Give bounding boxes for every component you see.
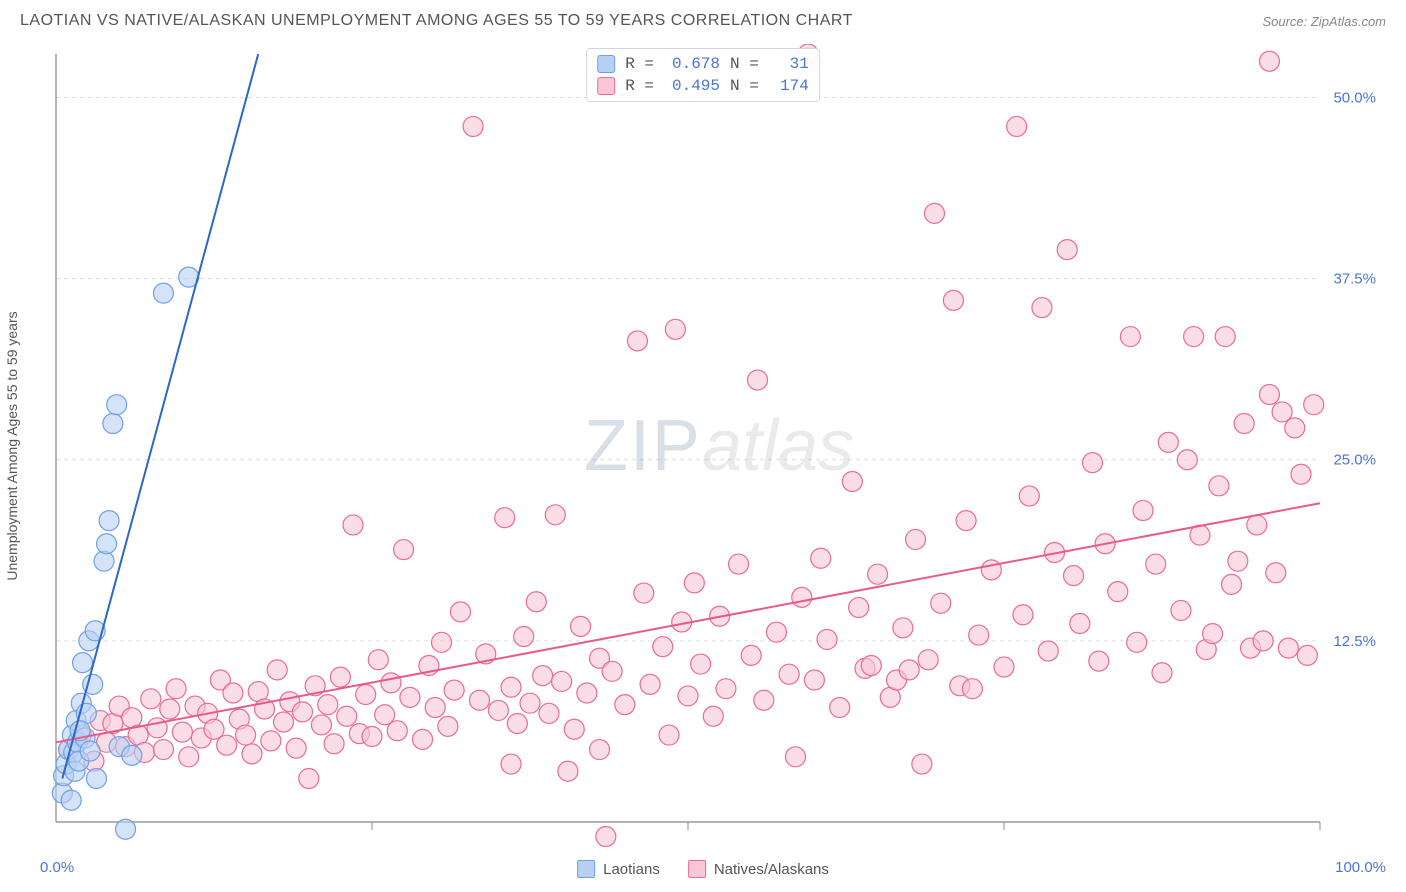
svg-text:25.0%: 25.0% bbox=[1333, 452, 1376, 469]
rn-row-1: R = 0.495 N = 174 bbox=[597, 75, 809, 97]
svg-text:12.5%: 12.5% bbox=[1333, 633, 1376, 650]
r-label: R = bbox=[625, 75, 654, 97]
n-value: 174 bbox=[769, 75, 809, 97]
legend-item-natives: Natives/Alaskans bbox=[688, 860, 829, 878]
chart-title: LAOTIAN VS NATIVE/ALASKAN UNEMPLOYMENT A… bbox=[20, 12, 853, 30]
rn-row-0: R = 0.678 N = 31 bbox=[597, 53, 809, 75]
xmax-label: 100.0% bbox=[1335, 859, 1386, 876]
legend-label-natives: Natives/Alaskans bbox=[714, 861, 829, 878]
n-label: N = bbox=[730, 53, 759, 75]
n-label: N = bbox=[730, 75, 759, 97]
correlation-panel: R = 0.678 N = 31 R = 0.495 N = 174 bbox=[586, 48, 820, 102]
bottom-legend: Laotians Natives/Alaskans bbox=[577, 860, 829, 878]
r-value: 0.678 bbox=[664, 53, 720, 75]
svg-text:37.5%: 37.5% bbox=[1333, 271, 1376, 288]
rn-swatch bbox=[597, 77, 615, 95]
legend-item-laotians: Laotians bbox=[577, 860, 660, 878]
source-label: Source: ZipAtlas.com bbox=[1262, 14, 1386, 29]
y-axis-label: Unemployment Among Ages 55 to 59 years bbox=[4, 311, 20, 580]
legend-label-laotians: Laotians bbox=[603, 861, 660, 878]
r-value: 0.495 bbox=[664, 75, 720, 97]
swatch-pink bbox=[688, 860, 706, 878]
chart-area: 12.5%25.0%37.5%50.0% ZIPatlas bbox=[48, 44, 1390, 848]
swatch-blue bbox=[577, 860, 595, 878]
svg-text:50.0%: 50.0% bbox=[1333, 89, 1376, 106]
n-value: 31 bbox=[769, 53, 809, 75]
rn-swatch bbox=[597, 55, 615, 73]
r-label: R = bbox=[625, 53, 654, 75]
origin-label: 0.0% bbox=[40, 859, 74, 876]
scatter-chart: 12.5% 25.0% 37.5% 50.0% bbox=[48, 44, 1390, 848]
